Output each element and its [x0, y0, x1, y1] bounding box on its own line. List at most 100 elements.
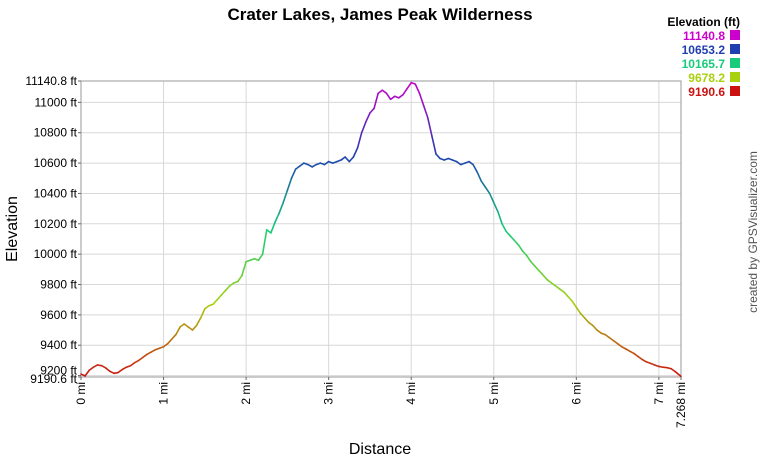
elevation-segment: [179, 323, 185, 328]
x-tick-label: 6 mi: [569, 382, 583, 405]
legend-value: 10653.2: [682, 43, 726, 57]
legend-title: Elevation (ft): [667, 15, 740, 29]
elevation-segment: [468, 160, 474, 166]
elevation-segment: [455, 160, 462, 166]
elevation-segment: [592, 324, 598, 331]
elevation-segment: [195, 317, 202, 327]
elevation-segment: [348, 156, 355, 163]
elevation-segment: [175, 326, 181, 336]
x-tick-label: 7.268 mi: [674, 382, 688, 428]
elevation-segment: [187, 326, 194, 331]
elevation-segment: [282, 189, 289, 204]
elevation-segment: [492, 201, 499, 213]
elevation-segment: [587, 321, 594, 327]
elevation-segment: [550, 282, 557, 287]
y-tick-label: 9800 ft: [40, 278, 77, 292]
elevation-segment: [472, 163, 479, 173]
elevation-segment: [241, 260, 247, 277]
elevation-profile-line: [80, 81, 682, 378]
legend-value: 10165.7: [682, 57, 726, 71]
credit-text: created by GPSVisualizer.com: [746, 151, 760, 313]
elevation-segment: [171, 333, 177, 340]
elevation-segment: [183, 323, 190, 328]
elevation-segment: [612, 339, 619, 345]
elevation-segment: [298, 162, 305, 167]
y-tick-label: 10600 ft: [34, 156, 78, 170]
y-tick-label: 10200 ft: [34, 217, 78, 231]
elevation-segment: [286, 177, 293, 192]
elevation-segment: [290, 168, 297, 180]
elevation-segment: [538, 270, 545, 277]
elevation-segment: [596, 329, 602, 334]
elevation-segment: [237, 274, 243, 283]
x-tick-label: 7 mi: [652, 382, 666, 405]
elevation-segment: [530, 260, 536, 268]
x-tick-label: 4 mi: [404, 382, 418, 405]
elevation-segment: [274, 212, 280, 224]
elevation-segment: [563, 291, 569, 298]
legend-swatch: [730, 44, 740, 54]
elevation-segment: [212, 298, 219, 306]
elevation-segment: [166, 338, 173, 345]
elevation-segment: [278, 201, 285, 214]
elevation-segment: [199, 307, 206, 319]
y-tick-label: 9400 ft: [40, 338, 77, 352]
y-tick-label: 9190.6 ft: [30, 372, 77, 386]
elevation-segment: [435, 153, 441, 160]
elevation-segment: [534, 265, 540, 272]
elevation-segment: [117, 368, 124, 374]
legend-value: 9190.6: [688, 85, 725, 99]
x-tick-label: 2 mi: [239, 382, 253, 405]
y-tick-label: 10000 ft: [34, 247, 78, 261]
legend-swatch: [730, 72, 740, 82]
y-tick-label: 11000 ft: [35, 95, 78, 109]
elevation-segment: [352, 147, 359, 158]
elevation-segment: [616, 342, 623, 348]
elevation-segment: [398, 93, 404, 99]
elevation-segment: [583, 317, 590, 324]
elevation-segment: [426, 116, 433, 137]
elevation-segment: [554, 285, 561, 290]
elevation-segment: [88, 366, 95, 372]
elevation-segment: [356, 131, 363, 149]
elevation-segment: [608, 336, 615, 342]
y-tick-label: 11140.8 ft: [25, 74, 77, 88]
x-tick-label: 1 mi: [157, 382, 171, 405]
elevation-segment: [406, 81, 413, 90]
elevation-segment: [323, 160, 330, 166]
elevation-segment: [373, 92, 379, 110]
elevation-segment: [265, 229, 272, 234]
elevation-segment: [571, 300, 578, 309]
elevation-segment: [270, 221, 276, 234]
elevation-segment: [104, 367, 111, 373]
grid: [80, 80, 682, 378]
x-tick-label: 5 mi: [487, 382, 501, 405]
elevation-segment: [84, 369, 91, 377]
legend-value: 11140.8: [683, 29, 725, 43]
elevation-segment: [365, 112, 371, 123]
elevation-segment: [216, 294, 223, 301]
elevation-segment: [360, 121, 367, 134]
elevation-segment: [402, 87, 408, 96]
elevation-segment: [521, 250, 528, 257]
elevation-segment: [513, 239, 520, 246]
elevation-segment: [385, 92, 392, 101]
elevation-segment: [633, 352, 640, 358]
elevation-segment: [517, 244, 524, 252]
elevation-segment: [142, 353, 148, 359]
elevation-segment: [542, 274, 549, 281]
elevation-segment: [604, 333, 611, 339]
elevation-segment: [224, 285, 231, 292]
elevation-segment: [559, 288, 565, 293]
elevation-segment: [137, 356, 144, 362]
elevation-segment: [670, 367, 677, 373]
elevation-segment: [505, 230, 512, 237]
legend-value: 9678.2: [688, 71, 725, 85]
elevation-segment: [497, 210, 503, 225]
legend-swatch: [730, 58, 740, 68]
elevation-segment: [129, 361, 136, 367]
elevation-segment: [567, 295, 573, 303]
y-tick-label: 10800 ft: [34, 126, 78, 140]
